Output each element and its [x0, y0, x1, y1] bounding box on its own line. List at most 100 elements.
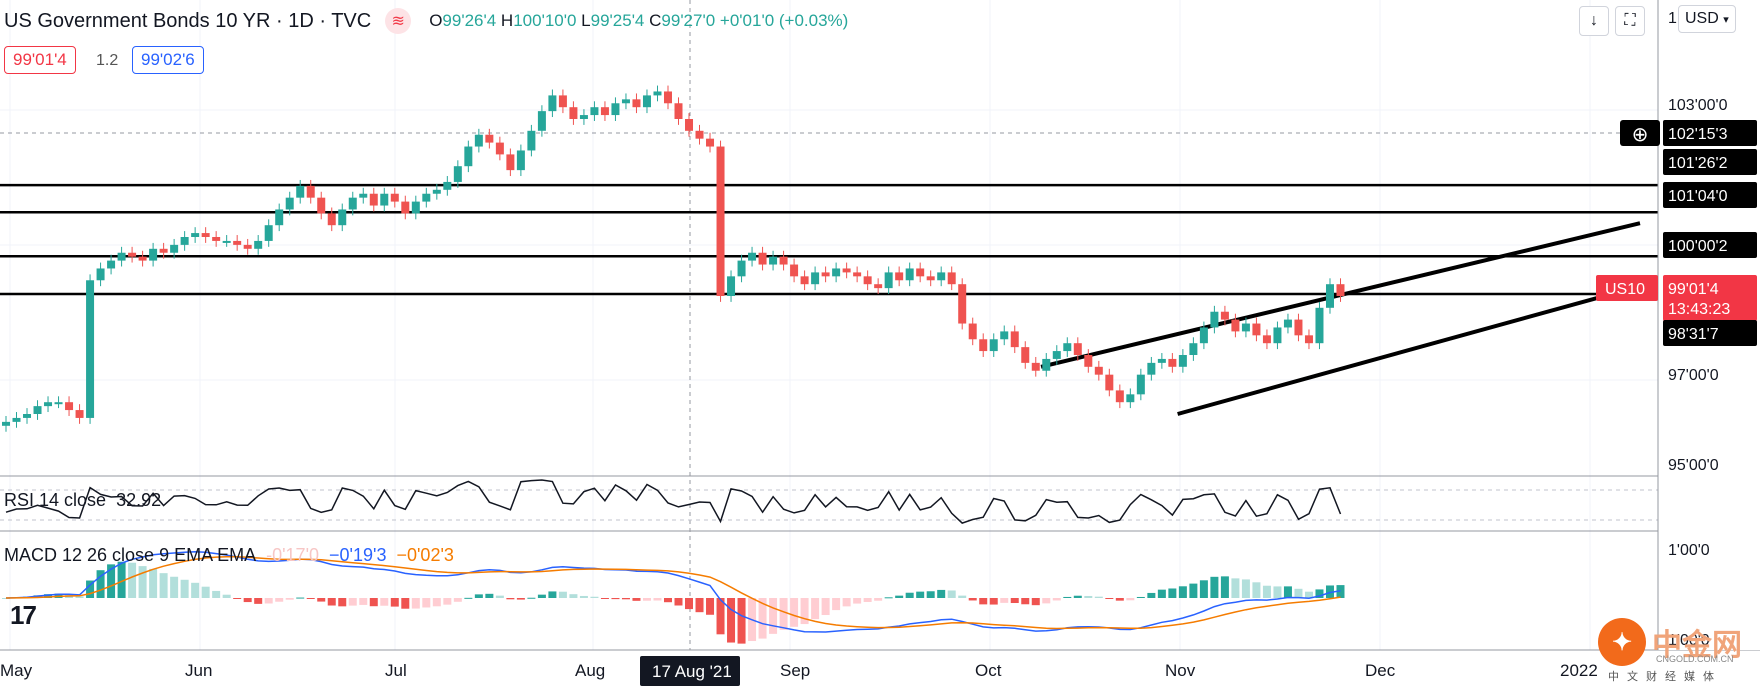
symbol-tag-box [1596, 275, 1658, 301]
sell-button[interactable]: 99'01'4 [4, 46, 76, 74]
symbol-title: US Government Bonds 10 YR · 1D · TVC [4, 9, 372, 32]
macd-histogram-bar [1210, 576, 1219, 598]
candle-body [369, 193, 378, 206]
currency-select[interactable]: USD ▾ [1678, 5, 1736, 33]
watermark-logo-icon: ✦ [1598, 618, 1646, 666]
macd-histogram-bar [401, 598, 410, 609]
macd-histogram-bar [117, 561, 126, 598]
macd-histogram-bar [495, 595, 504, 598]
candle-body [264, 225, 273, 241]
macd-histogram-bar [1273, 586, 1282, 598]
macd-histogram-bar [422, 598, 431, 608]
macd-histogram-bar [254, 598, 263, 604]
arrow-down-icon[interactable]: ↓ [1579, 6, 1609, 36]
candle-body [727, 276, 736, 296]
macd-label: MACD 12 26 close 9 EMA EMA [4, 545, 257, 565]
candle-body [611, 103, 620, 116]
candle-body [1052, 351, 1061, 359]
macd-pane [0, 551, 1760, 651]
ohlc-close: 99'27'0 [661, 11, 716, 30]
macd-histogram-bar [317, 598, 326, 602]
candle-body [348, 197, 357, 210]
candle-body [937, 272, 946, 281]
price-label-box [1663, 182, 1757, 208]
candle-body [632, 99, 641, 108]
ohlc-low-key: L [581, 11, 591, 30]
candle-body [642, 95, 651, 108]
candle-body [390, 193, 399, 202]
macd-histogram-bar [1262, 585, 1271, 598]
macd-histogram-bar [537, 594, 546, 598]
buy-button[interactable]: 99'02'6 [132, 46, 204, 74]
ohlc-low: 99'25'4 [590, 11, 645, 30]
candle-body [863, 276, 872, 285]
candle-body [233, 240, 242, 245]
macd-histogram-bar [453, 598, 462, 602]
macd-histogram-bar [1241, 579, 1250, 598]
candle-body [1294, 319, 1303, 336]
candle-body [790, 264, 799, 277]
macd-hist-value: -0'17'0 [266, 545, 320, 565]
macd-histogram-bar [138, 566, 147, 598]
macd-histogram-bar [1000, 598, 1009, 603]
candle-body [874, 284, 883, 289]
macd-histogram-bar [884, 597, 893, 599]
candle-body [811, 272, 820, 285]
flag-icon[interactable]: ≋ [385, 8, 412, 34]
price-label-box [1663, 275, 1757, 301]
price-label-box [1663, 295, 1757, 321]
macd-histogram-bar [548, 591, 557, 598]
candle-body [779, 256, 788, 265]
macd-signal-value: −0'02'3 [396, 545, 454, 565]
candle-body [600, 107, 609, 116]
candle-body [1010, 331, 1019, 348]
macd-histogram-bar [569, 594, 578, 598]
macd-histogram-bar [842, 598, 851, 607]
price-label: 99'01'4 [1668, 281, 1719, 298]
candle-body [275, 209, 284, 226]
macd-histogram-bar [180, 579, 189, 598]
macd-histogram-bar [516, 598, 525, 600]
macd-histogram-bar [1199, 580, 1208, 598]
candle-body [706, 138, 715, 147]
macd-histogram-bar [1126, 598, 1135, 601]
candle-body [401, 201, 410, 214]
ohlc-high-key: H [500, 11, 514, 30]
macd-histogram-bar [2, 598, 10, 599]
candle-body [989, 339, 998, 352]
macd-histogram-bar [275, 598, 284, 602]
candle-body [958, 284, 967, 324]
macd-histogram-bar [832, 598, 841, 611]
candle-body [243, 244, 252, 249]
macd-histogram-bar [527, 597, 536, 599]
candle-body [1105, 374, 1114, 391]
fullscreen-icon[interactable]: ⛶ [1615, 6, 1645, 36]
macd-histogram-bar [947, 590, 956, 598]
candle-body [1042, 358, 1051, 371]
macd-histogram-bar [1325, 585, 1334, 598]
price-tick-label: 97'00'0 [1668, 367, 1719, 384]
rsi-pane [0, 475, 1658, 532]
candle-body [737, 260, 746, 277]
tradingview-logo[interactable]: 17 [10, 600, 37, 630]
macd-histogram-bar [727, 598, 736, 643]
macd-histogram-bar [222, 594, 231, 598]
ohlc-change: +0'01'0 (+0.03%) [719, 11, 849, 30]
macd-histogram-bar [1283, 586, 1292, 598]
candle-body [1210, 311, 1219, 328]
candle-body [1304, 335, 1313, 344]
macd-histogram-bar [926, 591, 935, 598]
macd-histogram-bar [201, 586, 210, 598]
candle-body [201, 233, 210, 237]
macd-histogram-bar [905, 592, 914, 598]
macd-histogram-bar [1294, 588, 1303, 598]
candle-body [432, 189, 441, 194]
macd-histogram-bar [1304, 591, 1313, 598]
macd-histogram-bar [170, 576, 179, 598]
spread-value: 1.2 [96, 52, 119, 69]
macd-histogram-bar [800, 598, 809, 625]
candle-body [1231, 319, 1240, 332]
symbol-tag: US10 [1605, 281, 1645, 298]
candle-body [191, 233, 200, 237]
